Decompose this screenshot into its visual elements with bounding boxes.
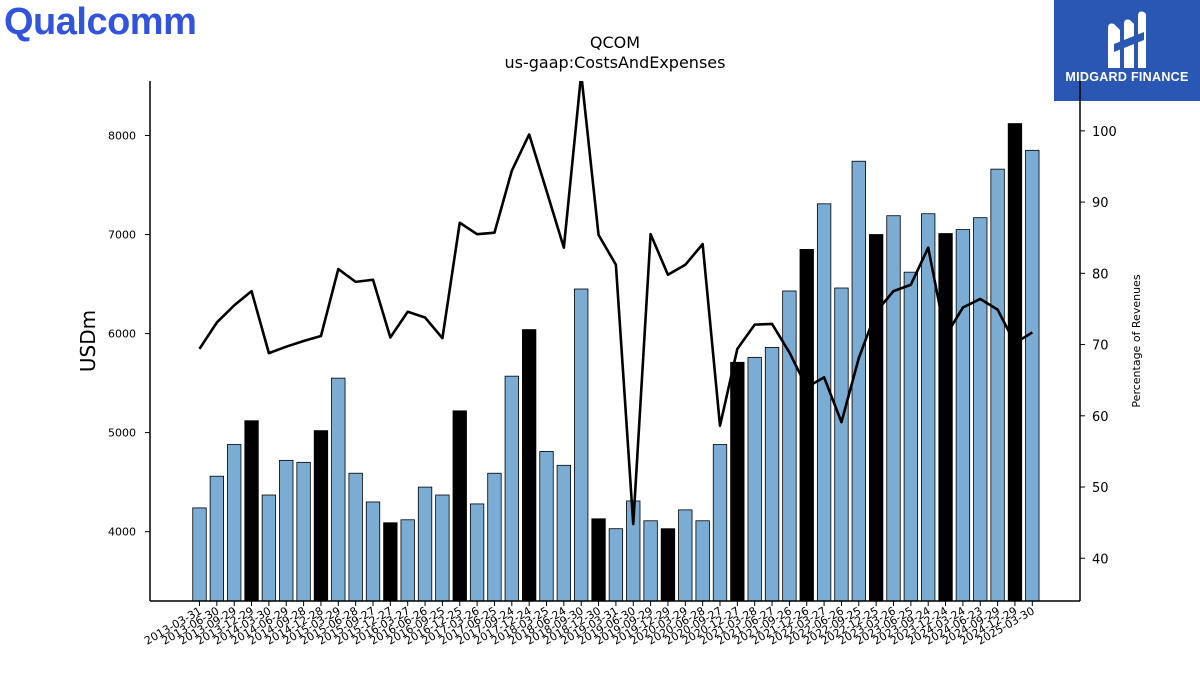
bar-2020-12-27: [730, 361, 745, 601]
y2-tick-label: 100: [1092, 125, 1117, 140]
bar-2020-03-29: [678, 509, 693, 601]
bar-2015-06-28: [348, 472, 363, 601]
bar-2016-06-26: [417, 486, 433, 601]
bar-2016-12-25: [452, 410, 467, 601]
qualcomm-logo: Qualcomm: [4, 1, 197, 43]
y-tick-label: 4000: [108, 526, 136, 539]
percentage-line: [198, 81, 1033, 526]
y2-tick-label: 70: [1092, 339, 1109, 354]
y2-tick-label: 90: [1092, 196, 1109, 211]
chart-title: QCOM: [590, 33, 640, 52]
y-tick-label: 5000: [108, 427, 136, 440]
bar-2018-06-24: [556, 464, 571, 601]
midgard-finance-text: MIDGARD FINANCE: [1065, 70, 1189, 84]
bar-2019-03-31: [608, 528, 624, 601]
bar-2021-12-26: [799, 248, 814, 601]
bar-2014-12-28: [313, 430, 329, 601]
y-tick-label: 8000: [108, 129, 136, 142]
y-axis-label: USDm: [76, 310, 100, 372]
bar-2017-12-24: [522, 329, 537, 601]
y-tick-label: 7000: [108, 229, 136, 242]
bar-2014-03-30: [261, 494, 277, 601]
bar-2015-09-27: [365, 501, 381, 601]
y2-tick-label: 40: [1092, 552, 1109, 567]
bar-2022-12-25: [869, 234, 884, 601]
bar-2021-09-26: [782, 290, 797, 601]
bar-2015-12-27: [383, 522, 398, 601]
bar-2017-06-25: [487, 472, 502, 601]
bar-2018-12-30: [591, 518, 606, 601]
bar-2021-06-27: [764, 347, 780, 601]
midgard-finance-logo: MIDGARD FINANCE: [1054, 0, 1200, 101]
bar-2020-06-28: [695, 520, 710, 601]
bar-2025-03-30: [1025, 149, 1040, 601]
bar-2023-12-24: [938, 233, 953, 601]
bar-2013-12-29: [244, 420, 259, 601]
bar-2020-09-27: [712, 444, 728, 601]
bar-2013-03-31: [192, 507, 207, 601]
bar-2024-03-24: [955, 229, 971, 601]
chart-subtitle: us-gaap:CostsAndExpenses: [505, 53, 726, 72]
bar-2016-09-25: [435, 494, 450, 601]
bar-2022-06-26: [834, 287, 849, 601]
bar-2023-06-25: [903, 271, 918, 601]
bar-2016-03-27: [400, 519, 415, 601]
bar-2018-09-30: [574, 288, 589, 601]
bar-2024-06-23: [973, 217, 988, 601]
y2-axis-label: Percentage of Revenues: [1130, 274, 1143, 407]
bar-2013-06-30: [209, 475, 225, 601]
bar-2014-09-28: [296, 461, 311, 601]
y2-tick-label: 50: [1092, 481, 1109, 496]
bar-2019-09-29: [643, 520, 658, 601]
bar-2013-09-29: [227, 444, 242, 601]
bar-2019-12-29: [660, 528, 676, 601]
bar-2024-12-29: [1007, 123, 1023, 601]
midgard-mark-icon: [1108, 11, 1146, 68]
y2-tick-label: 60: [1092, 410, 1109, 425]
bar-2023-03-26: [886, 215, 901, 601]
bar-2021-03-28: [747, 356, 762, 601]
y2-tick-label: 80: [1092, 267, 1109, 282]
bar-2015-03-29: [331, 377, 346, 601]
bar-2018-03-25: [539, 451, 554, 601]
bar-2017-03-26: [469, 503, 485, 601]
bar-2017-09-24: [504, 375, 519, 601]
bar-2022-09-25: [851, 160, 866, 601]
bar-2014-06-29: [279, 459, 294, 601]
bar-2022-03-27: [816, 203, 832, 601]
bar-2024-09-29: [990, 168, 1005, 601]
bar-2023-09-24: [921, 213, 936, 601]
y-tick-label: 6000: [108, 328, 136, 341]
